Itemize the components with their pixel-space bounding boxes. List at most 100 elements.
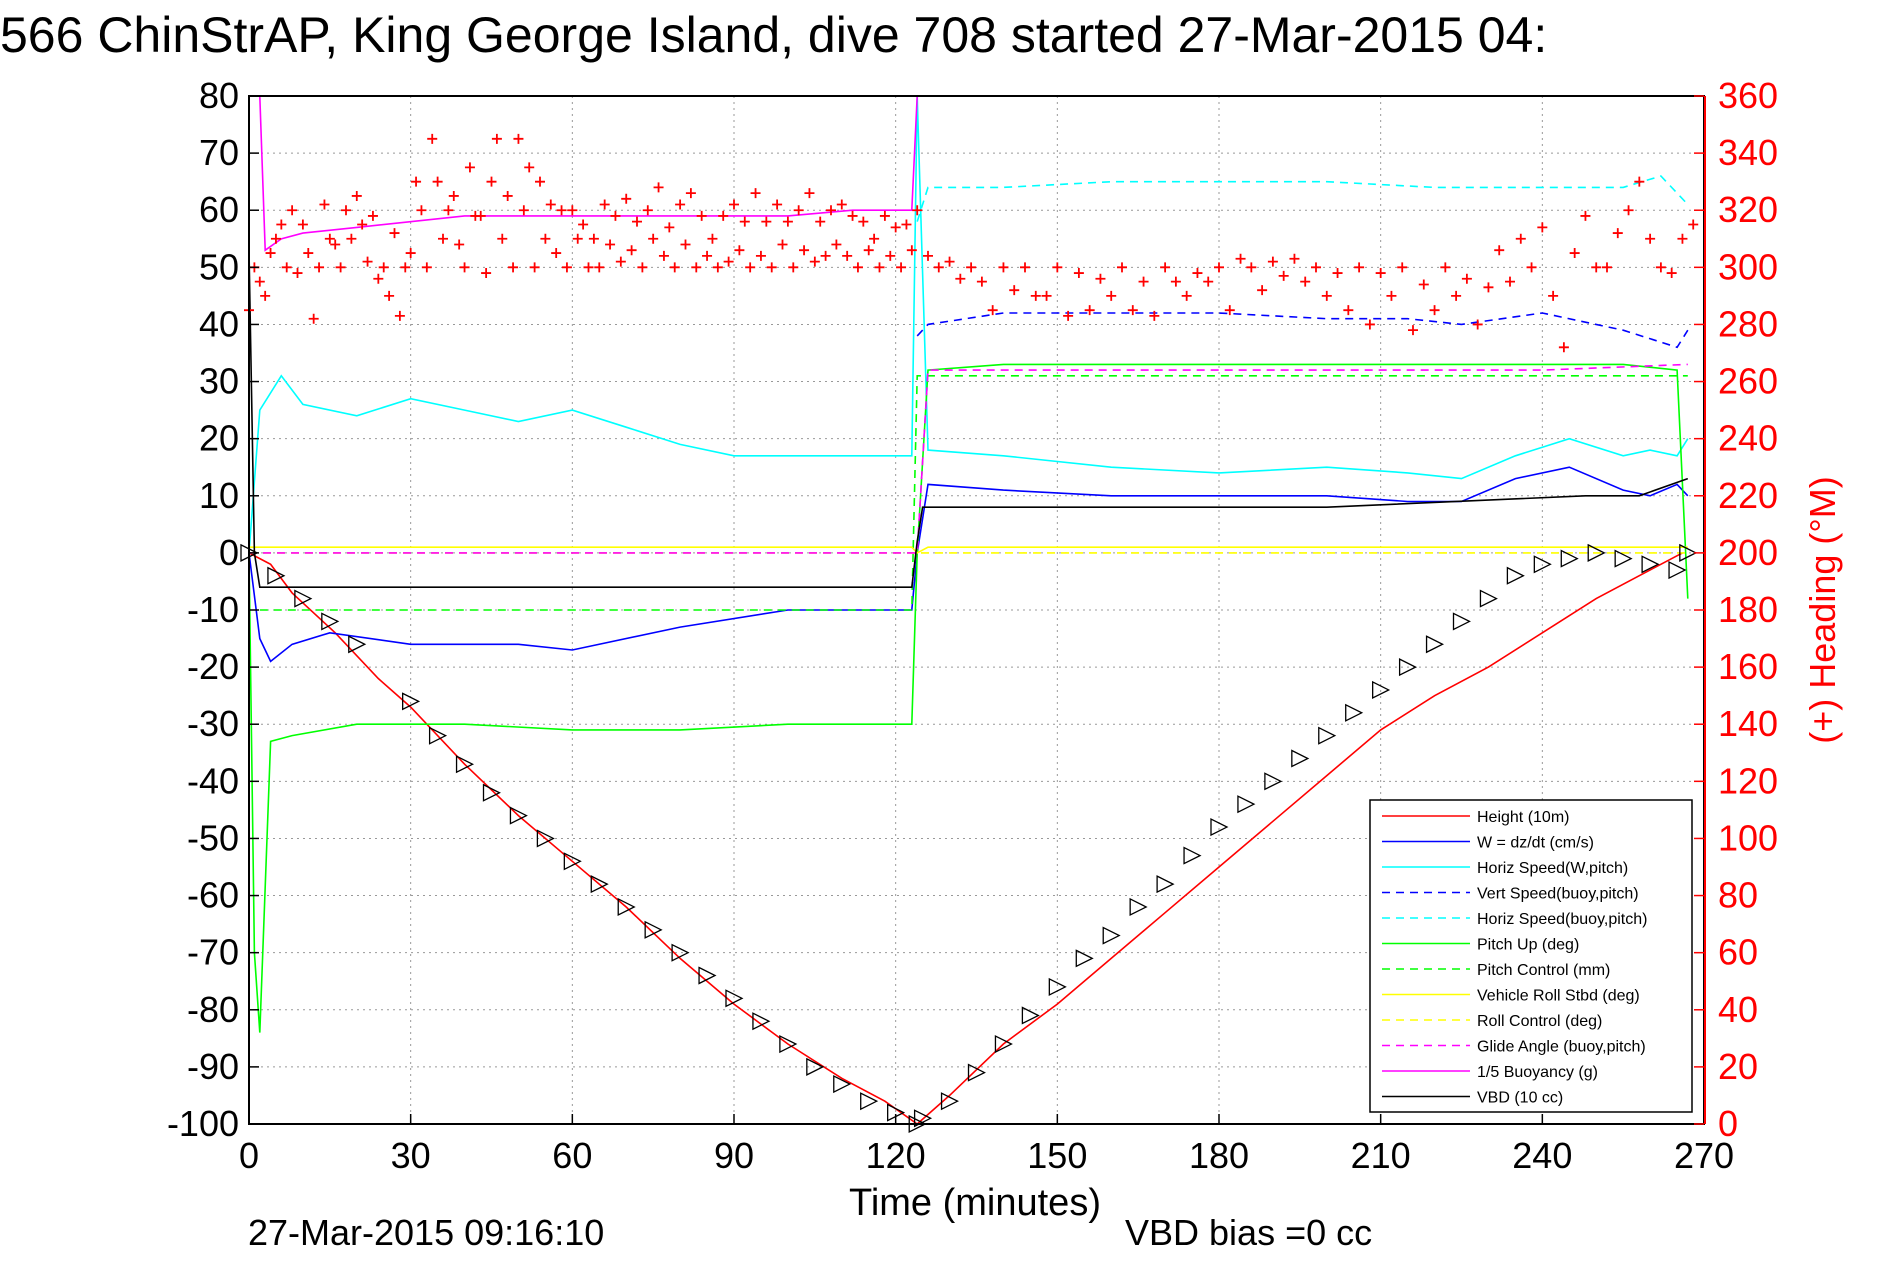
heading-point bbox=[464, 162, 475, 173]
legend-label-12: VBD (10 cc) bbox=[1477, 1090, 1563, 1107]
y-right-tick-label: 20 bbox=[1718, 1046, 1758, 1087]
heading-point bbox=[335, 262, 346, 273]
series-line-5 bbox=[916, 175, 1689, 222]
heading-point bbox=[367, 210, 378, 221]
series-line-11 bbox=[259, 96, 918, 252]
heading-point bbox=[572, 233, 583, 244]
heading-point bbox=[373, 273, 384, 284]
triangle-marker bbox=[1345, 703, 1364, 722]
heading-point bbox=[1030, 290, 1041, 301]
y-right-tick-label: 160 bbox=[1718, 646, 1778, 687]
y-right-tick-label: 60 bbox=[1718, 932, 1758, 973]
heading-point bbox=[836, 199, 847, 210]
triangle-marker bbox=[833, 1074, 852, 1094]
y-right-tick-label: 40 bbox=[1718, 989, 1758, 1030]
heading-point bbox=[863, 245, 874, 256]
triangle-marker bbox=[428, 726, 448, 745]
heading-point bbox=[497, 233, 508, 244]
y-axis-right-ticks: 3603403203002802602402202001801601401201… bbox=[1694, 75, 1778, 1144]
heading-point bbox=[287, 205, 298, 216]
y-right-tick-label: 240 bbox=[1718, 418, 1778, 459]
heading-point bbox=[438, 233, 448, 244]
heading-point bbox=[1138, 276, 1149, 287]
heading-point bbox=[712, 262, 723, 273]
y-tick-label: -90 bbox=[187, 1046, 239, 1087]
heading-point bbox=[1688, 219, 1699, 230]
heading-point bbox=[1084, 305, 1095, 316]
heading-point bbox=[561, 262, 572, 273]
heading-point bbox=[1494, 245, 1505, 256]
heading-point bbox=[675, 199, 686, 210]
heading-point bbox=[260, 290, 271, 301]
y-right-tick-label: 120 bbox=[1718, 760, 1778, 801]
heading-point bbox=[777, 239, 788, 250]
heading-point bbox=[912, 205, 923, 216]
heading-point bbox=[545, 199, 556, 210]
y-right-tick-label: 320 bbox=[1718, 189, 1778, 230]
heading-point bbox=[1052, 262, 1063, 273]
heading-point bbox=[799, 245, 810, 256]
y-tick-label: 50 bbox=[199, 246, 239, 287]
heading-point bbox=[1181, 290, 1192, 301]
heading-point bbox=[427, 133, 438, 144]
heading-point bbox=[739, 216, 750, 227]
triangle-marker bbox=[563, 852, 582, 871]
triangle-marker bbox=[994, 1034, 1013, 1054]
heading-point bbox=[626, 245, 637, 256]
triangle-marker bbox=[1587, 543, 1606, 562]
heading-point bbox=[421, 262, 432, 273]
heading-point bbox=[448, 190, 459, 201]
heading-point bbox=[669, 262, 680, 273]
footer-timestamp: 27-Mar-2015 09:16:10 bbox=[248, 1212, 604, 1253]
heading-point bbox=[1203, 276, 1214, 287]
heading-point bbox=[1020, 262, 1030, 273]
heading-point bbox=[330, 239, 341, 250]
triangle-marker bbox=[1075, 949, 1094, 968]
y-right-tick-label: 100 bbox=[1718, 817, 1778, 858]
heading-point bbox=[815, 216, 826, 227]
heading-point bbox=[1170, 276, 1181, 287]
y-tick-label: -50 bbox=[187, 817, 239, 858]
heading-point bbox=[750, 188, 761, 199]
heading-point bbox=[1397, 262, 1408, 273]
heading-point bbox=[772, 199, 783, 210]
triangle-marker bbox=[348, 635, 367, 654]
heading-point bbox=[270, 233, 281, 244]
heading-point bbox=[297, 219, 308, 230]
y-tick-label: 0 bbox=[219, 532, 239, 573]
heading-point bbox=[1666, 268, 1677, 279]
y-right-tick-label: 340 bbox=[1718, 132, 1778, 173]
triangle-marker bbox=[1372, 680, 1391, 700]
heading-point bbox=[896, 262, 907, 273]
heading-point bbox=[583, 262, 594, 273]
heading-point bbox=[664, 222, 675, 233]
heading-point bbox=[475, 210, 486, 221]
heading-point bbox=[685, 188, 696, 199]
x-axis-label: Time (minutes) bbox=[849, 1182, 1101, 1224]
heading-point bbox=[1483, 282, 1494, 293]
series-line-7 bbox=[259, 374, 1688, 611]
heading-point bbox=[1214, 262, 1224, 273]
heading-point bbox=[389, 228, 400, 239]
y-right-tick-label: 140 bbox=[1718, 703, 1778, 744]
heading-point bbox=[1095, 273, 1106, 284]
heading-point bbox=[858, 216, 869, 227]
legend-label-4: Vert Speed(buoy,pitch) bbox=[1477, 886, 1639, 903]
heading-point bbox=[1063, 310, 1074, 321]
heading-point bbox=[696, 210, 707, 221]
triangle-marker bbox=[644, 920, 663, 939]
heading-point bbox=[637, 262, 648, 273]
heading-point bbox=[653, 182, 664, 193]
series-layer bbox=[249, 96, 1689, 1124]
legend-label-2: W = dz/dt (cm/s) bbox=[1477, 835, 1594, 852]
heading-point bbox=[702, 250, 713, 261]
heading-point bbox=[1257, 285, 1268, 296]
heading-point bbox=[599, 199, 610, 210]
series-line-12 bbox=[249, 250, 1689, 589]
heading-point bbox=[357, 219, 368, 230]
heading-point bbox=[923, 250, 933, 261]
y-tick-label: -20 bbox=[187, 646, 239, 687]
series-line-10 bbox=[249, 363, 1688, 554]
heading-point bbox=[303, 248, 314, 259]
